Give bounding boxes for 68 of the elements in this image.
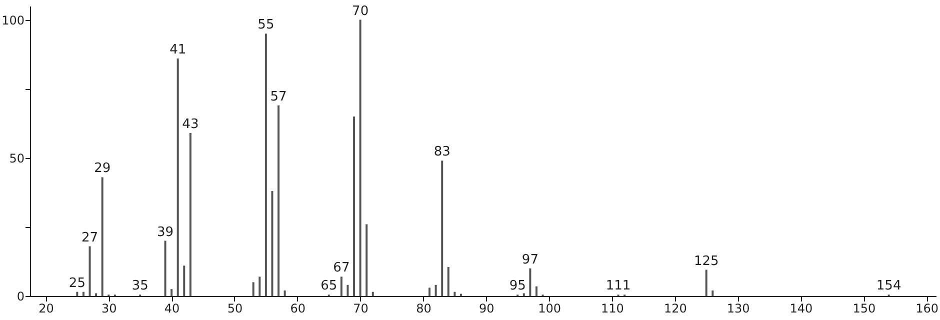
bar <box>705 270 708 296</box>
bar <box>529 268 532 296</box>
y-tick-label: 0 <box>16 290 24 304</box>
x-tick-label: 110 <box>601 302 624 316</box>
annotation: 97 <box>522 252 538 268</box>
x-tick-label: 50 <box>227 302 243 316</box>
annotation: 70 <box>352 4 369 19</box>
bar <box>522 293 525 296</box>
annotation: 27 <box>81 230 98 246</box>
bar <box>372 292 374 296</box>
annotation: 57 <box>270 89 287 104</box>
annotation: 65 <box>320 278 338 294</box>
bar <box>366 224 368 296</box>
bar <box>258 276 261 296</box>
bar <box>76 292 78 296</box>
bar <box>278 105 280 296</box>
bar <box>264 34 267 296</box>
x-tick-label: 140 <box>790 302 813 316</box>
bar <box>95 293 98 296</box>
annotation: 67 <box>333 260 350 276</box>
x-tick-label: 120 <box>664 302 687 316</box>
bar <box>252 282 254 296</box>
x-tick-label: 150 <box>852 302 876 316</box>
x-tick-label: 90 <box>479 302 494 316</box>
annotation: 29 <box>94 161 111 176</box>
x-tick-label: 40 <box>164 302 180 316</box>
bar <box>176 58 179 296</box>
x-tick-label: 80 <box>416 302 432 316</box>
x-tick-label: 160 <box>916 302 939 316</box>
y-tick-label: 100 <box>2 13 24 28</box>
bar <box>340 276 342 296</box>
annotation: 35 <box>132 278 148 294</box>
annotation: 95 <box>509 278 526 294</box>
bar <box>170 289 173 296</box>
bar <box>284 290 286 296</box>
annotation: 154 <box>876 278 902 294</box>
annotation: 39 <box>156 224 174 240</box>
y-tick-label: 50 <box>9 151 24 166</box>
bar <box>346 284 349 296</box>
bar <box>88 246 91 296</box>
x-tick-label: 70 <box>353 302 368 316</box>
annotation: 25 <box>68 276 86 291</box>
annotation: 43 <box>182 117 199 132</box>
x-tick-label: 30 <box>102 302 117 316</box>
bar <box>189 133 192 296</box>
bar <box>82 292 84 296</box>
x-tick-label: 130 <box>726 302 750 316</box>
bar <box>183 266 186 296</box>
bar <box>359 20 362 296</box>
bar <box>535 286 538 296</box>
bar <box>428 288 431 296</box>
bar <box>712 290 714 296</box>
bar <box>353 116 356 296</box>
bar <box>164 240 166 296</box>
annotation: 125 <box>694 254 719 269</box>
bar <box>434 284 437 296</box>
x-tick-label: 60 <box>290 302 306 316</box>
bar <box>441 160 444 296</box>
bar <box>447 267 450 296</box>
x-tick-label: 100 <box>538 302 562 316</box>
bar <box>101 177 104 296</box>
annotation: 83 <box>434 144 450 160</box>
annotation: 111 <box>606 278 631 294</box>
bar <box>271 191 274 296</box>
annotation: 41 <box>170 42 186 58</box>
x-tick-label: 20 <box>38 302 54 316</box>
bar <box>454 292 456 296</box>
annotation: 55 <box>258 18 274 33</box>
